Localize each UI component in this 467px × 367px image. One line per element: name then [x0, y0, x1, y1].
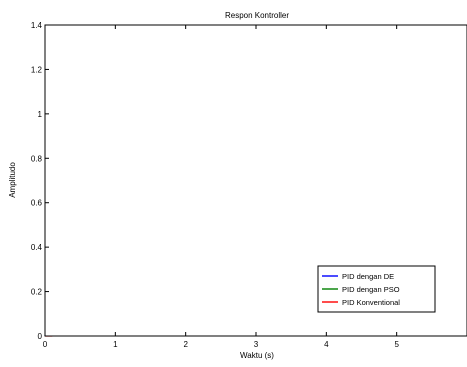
y-tick-label: 0.4	[31, 243, 43, 252]
y-axis-label: Amplitudo	[8, 162, 17, 198]
chart-title: Respon Kontroller	[225, 11, 289, 20]
x-tick-label: 3	[254, 340, 259, 349]
y-tick-label: 1.4	[31, 21, 43, 30]
x-tick-label: 4	[324, 340, 329, 349]
x-tick-label: 0	[43, 340, 48, 349]
legend-label: PID dengan PSO	[342, 285, 400, 294]
x-tick-label: 5	[394, 340, 399, 349]
legend: PID dengan DE PID dengan PSO PID Konventio…	[317, 265, 436, 313]
x-tick-label: 2	[183, 340, 188, 349]
x-axis-label: Waktu (s)	[240, 351, 274, 360]
legend-label: PID dengan DE	[342, 272, 394, 281]
y-tick-label: 0.8	[31, 154, 43, 163]
y-tick-label: 0.2	[31, 288, 43, 297]
y-tick-label: 0.6	[31, 199, 43, 208]
legend-label: PID Konventional	[342, 298, 400, 307]
x-tick-label: 1	[113, 340, 118, 349]
y-tick-label: 1	[38, 110, 43, 119]
y-tick-label: 0	[38, 332, 43, 341]
y-tick-label: 1.2	[31, 65, 43, 74]
